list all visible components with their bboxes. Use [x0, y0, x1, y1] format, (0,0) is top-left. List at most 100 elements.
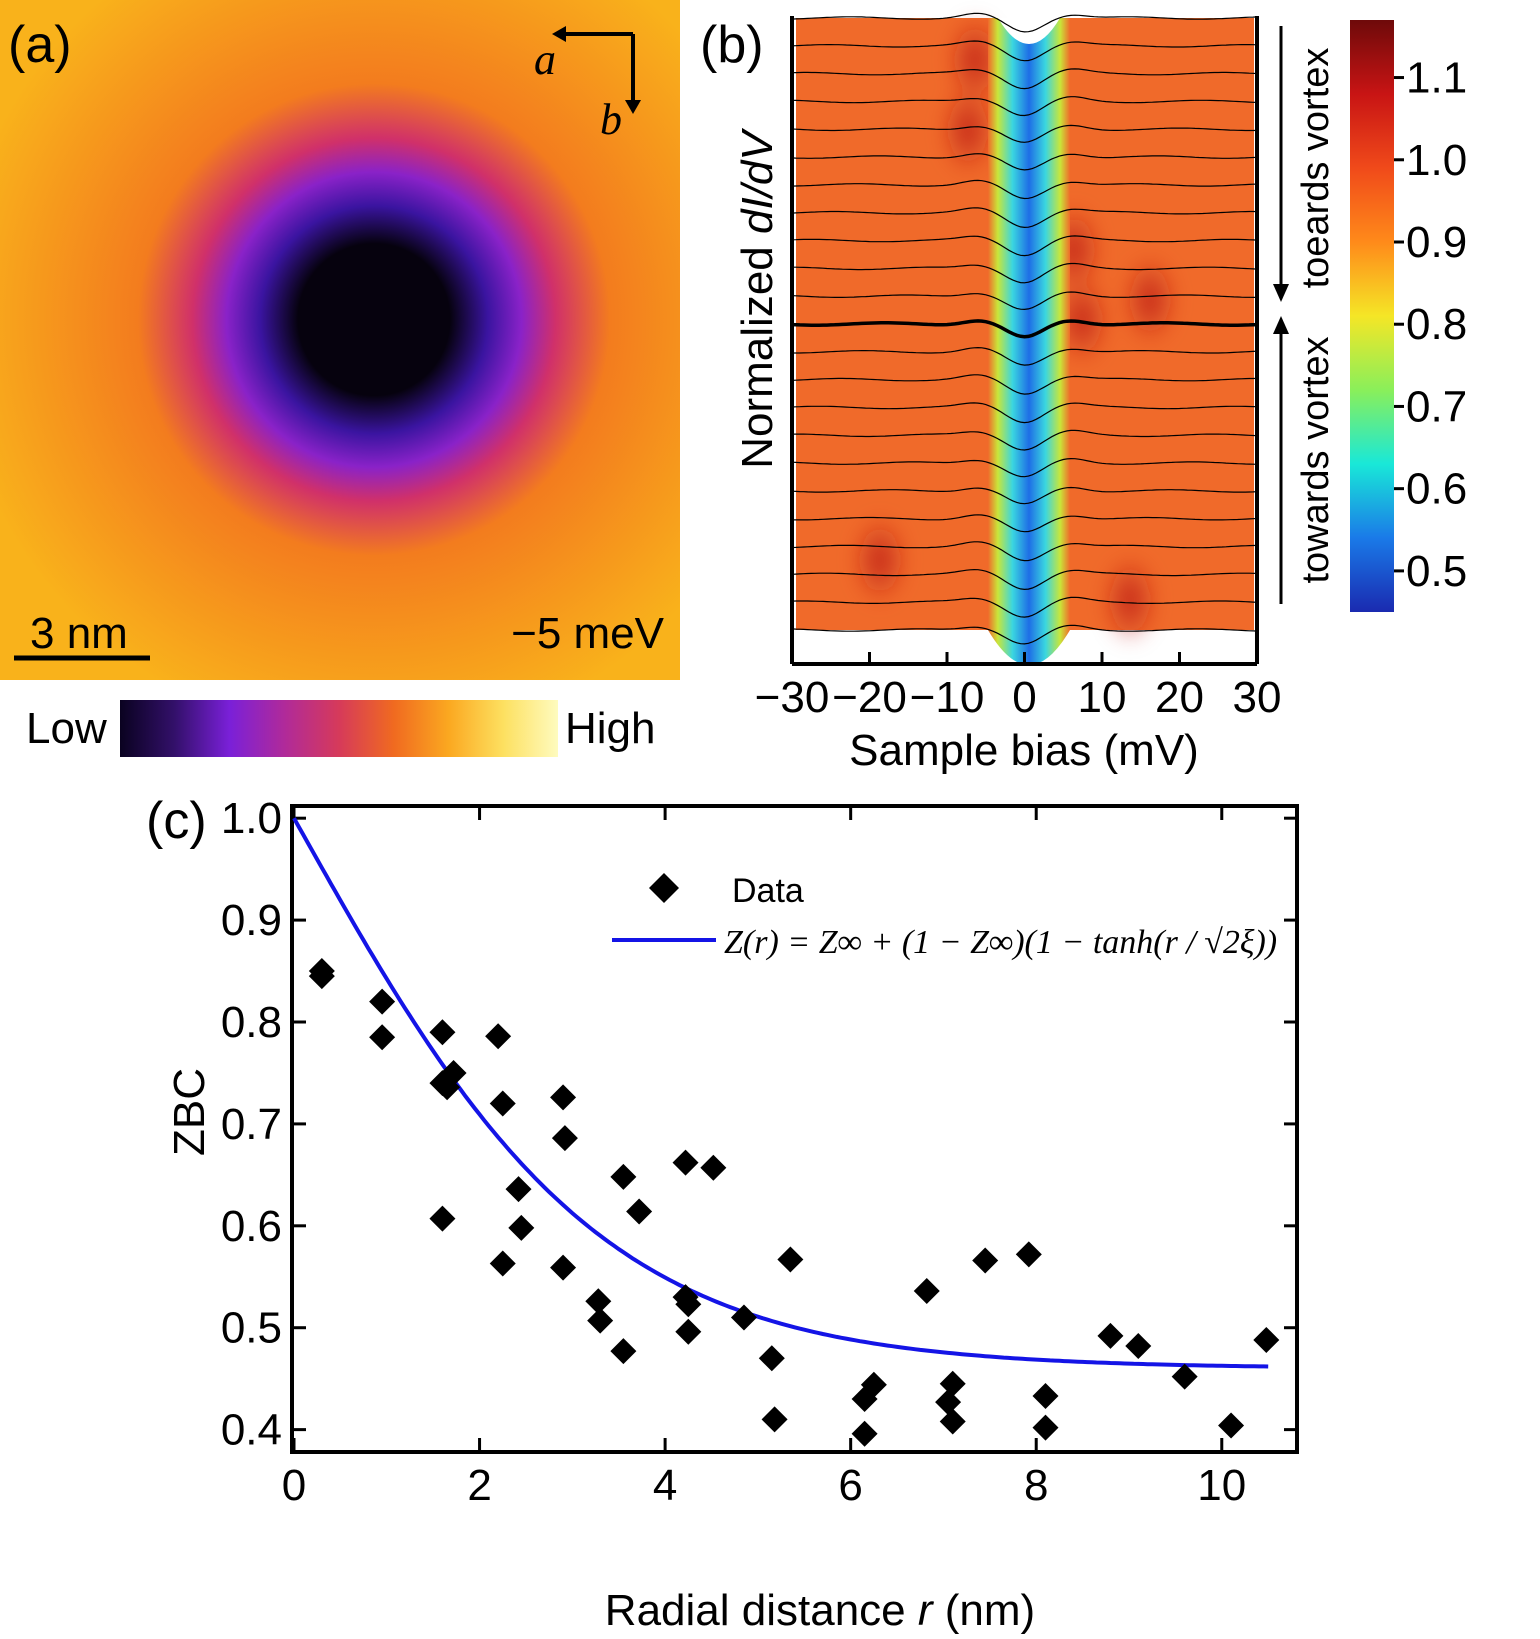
axis-b-label: b: [600, 95, 622, 144]
colorbar-low-label: Low: [26, 704, 107, 753]
panel-c-label: (c): [146, 792, 207, 850]
data-point: [860, 1371, 887, 1398]
spectrum-line: [792, 514, 1258, 533]
spectrum-line: [791, 124, 1258, 143]
data-point: [1125, 1333, 1152, 1360]
data-point: [505, 1176, 532, 1203]
colorbar-a: [120, 700, 558, 757]
highlighted-spectrum: [791, 319, 1258, 339]
spectrum-line: [791, 402, 1258, 424]
spectrum-line: [791, 207, 1258, 229]
spectrum-line: [792, 262, 1258, 284]
data-point: [1032, 1414, 1059, 1441]
upper-annotation: toeards vortex: [1295, 48, 1337, 289]
panel-c-ylabel: ZBC: [165, 1068, 214, 1156]
data-point: [369, 1024, 396, 1051]
colorbar-tick-label: 0.5: [1406, 547, 1467, 596]
x-tick-label: 30: [1233, 673, 1282, 722]
y-tick-label: 0.5: [221, 1304, 282, 1353]
spectrum-line: [792, 429, 1258, 451]
heatmap-spot: [1104, 556, 1156, 644]
panel-c-frame: [290, 804, 1299, 1454]
spectrum-line: [792, 346, 1258, 366]
y-tick-label: 1.0: [221, 794, 282, 843]
x-tick-label: 0: [282, 1461, 306, 1510]
data-point: [1171, 1363, 1198, 1390]
colorbar-b: [1350, 20, 1394, 612]
spectrum-line: [791, 68, 1258, 90]
x-tick-label: 10: [1078, 673, 1127, 722]
data-point: [429, 1205, 456, 1232]
spectrum-line: [791, 235, 1258, 257]
data-point: [1015, 1241, 1042, 1268]
data-point: [485, 1023, 512, 1050]
data-point: [1032, 1382, 1059, 1409]
panel-c: (c) 0 2 4 6 8 10 0.4 0.5 0.6 0.7 0.8 0.9 1.0 Data Z(…: [146, 792, 1299, 1635]
axis-b-arrowhead: [625, 100, 641, 114]
data-point: [972, 1247, 999, 1274]
scalebar-label: 3 nm: [30, 609, 128, 658]
x-tick-label: −20: [832, 673, 907, 722]
data-point: [585, 1288, 612, 1315]
lower-annotation: towards vortex: [1295, 336, 1337, 583]
colorbar-tick-label: 1.0: [1406, 136, 1467, 185]
data-point: [610, 1338, 637, 1365]
spectrum-line: [791, 596, 1258, 618]
data-point: [675, 1318, 702, 1345]
spectrum-line: [791, 40, 1258, 62]
vortex-map: [0, 0, 680, 680]
colorbar-b-ticks: 1.1 1.0 0.9 0.8 0.7 0.6 0.5: [1394, 54, 1467, 596]
spectrum-line: [791, 457, 1258, 478]
xlabel-prefix: Radial distance: [605, 1586, 918, 1635]
data-point: [610, 1163, 637, 1190]
data-point: [939, 1370, 966, 1397]
data-point: [489, 1090, 516, 1117]
spectrum-line: [791, 12, 1258, 33]
legend: Data Z(r) = Z∞ + (1 − Z∞)(1 − tanh(r / √…: [612, 872, 1277, 961]
x-tick-label: −30: [755, 673, 830, 722]
data-point: [308, 963, 335, 990]
xlabel-italic: r: [918, 1586, 935, 1635]
y-tick-label: 0.4: [221, 1406, 282, 1455]
dIdV-heatmap: [791, 12, 1258, 665]
x-tick-label: 8: [1024, 1461, 1048, 1510]
ylabel-italic: dI/dV: [733, 128, 782, 234]
xlabel-suffix: (nm): [933, 1586, 1036, 1635]
panel-a: (a) a b 3 nm −5 meV Low High: [0, 0, 680, 757]
x-tick-label: −10: [910, 673, 985, 722]
axis-a-label: a: [534, 35, 556, 84]
spectrum-line: [791, 374, 1258, 395]
panel-b-ticks: −30 −20 −10 0 10 20 30: [755, 652, 1282, 722]
panel-c-ticks: 0 2 4 6 8 10 0.4 0.5 0.6 0.7 0.8 0.9 1.0: [221, 794, 1296, 1510]
y-tick-label: 0.7: [221, 1100, 282, 1149]
y-tick-label: 0.8: [221, 998, 282, 1047]
x-tick-label: 6: [838, 1461, 862, 1510]
spectrum-line: [791, 153, 1258, 171]
data-point: [550, 1254, 577, 1281]
legend-diamond-icon: [649, 873, 679, 903]
panel-b-label: (b): [700, 16, 764, 74]
data-point: [939, 1408, 966, 1435]
energy-label: −5 meV: [511, 609, 665, 658]
data-point: [587, 1307, 614, 1334]
legend-data-label: Data: [732, 872, 804, 910]
x-tick-label: 0: [1012, 673, 1036, 722]
spectrum-line: [791, 568, 1258, 591]
ylabel-prefix: Normalized: [733, 234, 782, 469]
data-point: [1253, 1326, 1280, 1353]
data-point: [369, 988, 396, 1015]
data-points: [308, 958, 1280, 1447]
panel-b-xlabel: Sample bias (mV): [849, 726, 1199, 775]
spectrum-line: [791, 486, 1258, 505]
spectrum-line: [791, 179, 1258, 200]
colorbar-high-label: High: [565, 704, 656, 753]
axis-a-arrowhead: [552, 26, 566, 42]
data-point: [1218, 1412, 1245, 1439]
data-point: [913, 1278, 940, 1305]
data-point: [761, 1406, 788, 1433]
lower-arrowhead: [1273, 316, 1289, 334]
colorbar-tick-label: 0.9: [1406, 218, 1467, 267]
data-point: [508, 1214, 535, 1241]
y-tick-label: 0.9: [221, 896, 282, 945]
colorbar-tick-label: 1.1: [1406, 54, 1467, 103]
